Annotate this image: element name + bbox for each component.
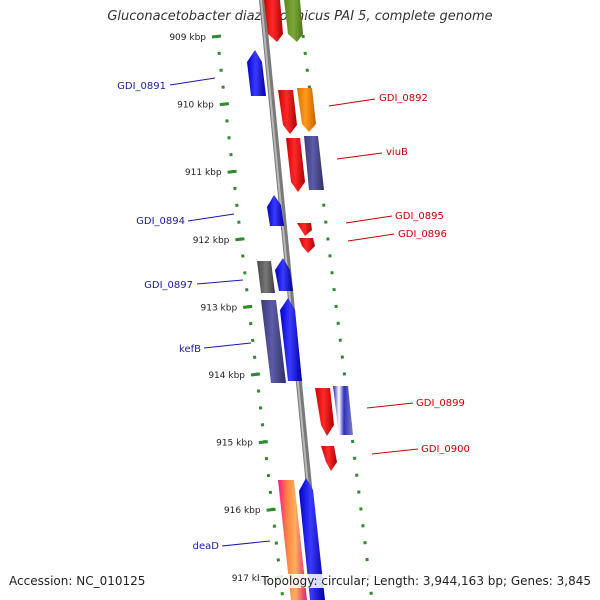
leader-line-dead (221, 540, 271, 547)
gene-arrow-navy-1 (304, 136, 324, 190)
genome-summary-text: Topology: circular; Length: 3,944,163 bp… (259, 574, 593, 588)
gene-arrow-viub (286, 138, 305, 192)
scale-tick-label: 914 kbp (208, 371, 245, 381)
accession-text: Accession: NC_010125 (7, 574, 148, 588)
leader-line-gdi0897 (196, 279, 244, 285)
leader-line-gdi0900 (371, 448, 419, 455)
leader-line-gdi0896 (347, 233, 395, 242)
leader-line-viub (336, 152, 383, 160)
gene-label-gdi0896[interactable]: GDI_0896 (398, 229, 447, 240)
leader-line-gdi0899 (366, 402, 414, 409)
gene-arrow-kefb (280, 298, 302, 381)
scale-tick-mark (219, 102, 229, 107)
gene-arrow-pink (278, 480, 307, 600)
gene-label-dead[interactable]: deaD (193, 541, 220, 552)
scale-tick-label: 912 kbp (193, 236, 230, 246)
scale-tick-mark (266, 507, 276, 512)
scale-tick-label: 911 kbp (185, 168, 222, 178)
scale-tick-label: 909 kbp (169, 33, 206, 43)
leader-line-gdi0895 (345, 215, 393, 224)
gene-arrow-gdi0897 (275, 258, 293, 291)
gene-label-gdi0891[interactable]: GDI_0891 (117, 81, 166, 92)
leader-line-gdi0891 (169, 77, 216, 86)
gene-arrow-gdi0894 (267, 195, 284, 226)
scale-tick-label: 917 kbp (232, 574, 269, 584)
leader-line-kefb (203, 342, 252, 349)
gene-arrow-gdi0899 (315, 388, 334, 436)
scale-tick-label: 913 kbp (201, 303, 238, 313)
leader-line-gdi0892 (328, 98, 376, 107)
scale-tick-label: 915 kbp (216, 439, 253, 449)
scale-tick-mark (250, 372, 261, 377)
scale-tick-label: 916 kbp (224, 506, 261, 516)
leader-lines (169, 77, 419, 547)
gene-arrow-striped (333, 386, 353, 435)
gene-arrow-gdi0900 (321, 446, 337, 471)
leader-line-gdi0894 (187, 213, 235, 222)
scale-tick-mark (211, 34, 222, 39)
gene-label-gdi0895[interactable]: GDI_0895 (395, 211, 444, 222)
scale-ticks: 909 kbp 910 kbp 911 kbp 912 kbp 913 kbp 914 k… (169, 33, 284, 584)
gene-label-viub[interactable]: viuB (386, 147, 408, 158)
scale-tick-mark (243, 304, 253, 309)
scale-tick-mark (258, 440, 268, 445)
gene-arrow-gdi0892 (278, 90, 297, 134)
gene-arrow-top-olive (284, 0, 303, 42)
gene-arrow-gdi0895 (297, 223, 312, 236)
scale-tick-label: 910 kbp (177, 101, 214, 111)
gene-arrow-gray (257, 261, 275, 293)
gene-arrow-top-red (264, 0, 283, 42)
gene-arrow-gdi0891 (247, 50, 266, 96)
gene-label-gdi0894[interactable]: GDI_0894 (136, 216, 185, 227)
gene-label-gdi0899[interactable]: GDI_0899 (416, 398, 465, 409)
gene-label-gdi0897[interactable]: GDI_0897 (144, 280, 193, 291)
gene-arrows (247, 0, 353, 600)
gene-label-gdi0900[interactable]: GDI_0900 (421, 444, 470, 455)
gene-arrow-orange (297, 88, 316, 132)
scale-tick-mark (235, 237, 245, 242)
gene-labels: GDI_0891 GDI_0894 GDI_0897 kefB deaD GDI… (117, 81, 470, 552)
scale-tick-mark (227, 169, 237, 174)
gene-arrow-gdi0896 (299, 238, 315, 253)
gene-label-kefb[interactable]: kefB (179, 344, 201, 355)
gene-label-gdi0892[interactable]: GDI_0892 (379, 93, 428, 104)
gene-arrow-dead (299, 478, 325, 600)
gene-arrow-navy-2 (261, 300, 286, 383)
